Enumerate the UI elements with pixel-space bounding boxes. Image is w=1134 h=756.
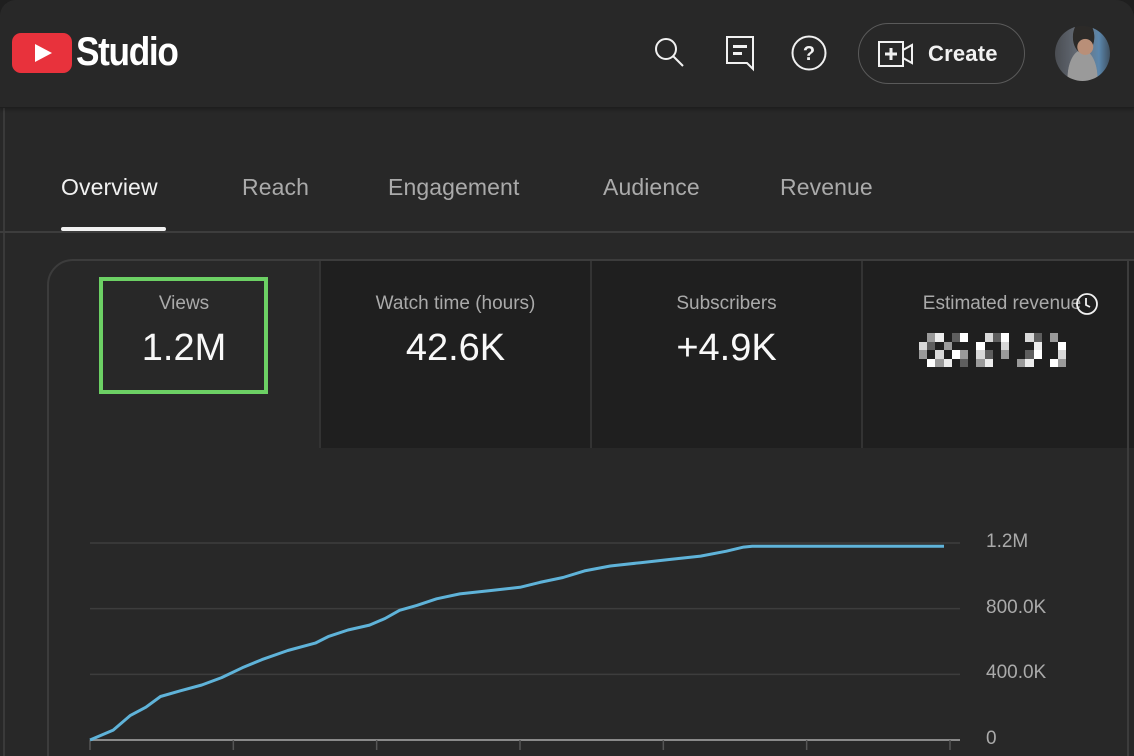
studio-logo[interactable]: Studio	[12, 30, 191, 75]
create-button[interactable]: Create	[858, 23, 1025, 84]
add-video-icon	[878, 40, 913, 67]
metric-value: +4.9K	[676, 327, 777, 369]
metric-subscribers[interactable]: Subscribers +4.9K	[590, 261, 861, 448]
metric-label: Views	[158, 293, 210, 314]
y-tick-label: 1.2M	[986, 531, 1029, 552]
y-tick-label: 400.0K	[986, 662, 1047, 684]
tab-revenue[interactable]: Revenue	[780, 174, 873, 200]
tab-engagement[interactable]: Engagement	[388, 174, 520, 200]
metric-watch-time[interactable]: Watch time (hours) 42.6K	[319, 261, 590, 448]
active-tab-indicator	[61, 227, 166, 231]
tab-reach[interactable]: Reach	[242, 174, 309, 200]
help-button[interactable]: ?	[789, 33, 829, 73]
search-icon	[655, 38, 684, 67]
svg-text:?: ?	[803, 43, 815, 65]
card-border	[1127, 259, 1129, 756]
create-label: Create	[928, 40, 998, 66]
logo-text: Studio	[76, 30, 179, 74]
avatar[interactable]	[1055, 26, 1110, 81]
metric-views[interactable]: Views 1.2M	[49, 261, 319, 448]
metric-label: Estimated revenue	[922, 293, 1082, 314]
tab-overview[interactable]: Overview	[61, 174, 158, 200]
help-icon: ?	[791, 35, 827, 71]
analytics-tabs: Overview Reach Engagement Audience Reven…	[0, 108, 1134, 233]
metric-estimated-revenue[interactable]: Estimated revenue	[861, 261, 1134, 448]
left-rail-divider	[3, 108, 5, 756]
search-button[interactable]	[650, 33, 690, 73]
metric-value: 42.6K	[405, 327, 506, 369]
y-tick-label: 0	[986, 728, 997, 749]
top-bar: Studio ?	[0, 0, 1134, 108]
feedback-button[interactable]	[719, 33, 759, 73]
tab-audience[interactable]: Audience	[603, 174, 700, 200]
redacted-revenue-value	[919, 333, 1067, 367]
feedback-icon	[726, 36, 754, 72]
metric-label: Subscribers	[676, 293, 777, 314]
metric-label: Watch time (hours)	[375, 293, 536, 314]
clock-icon[interactable]	[1075, 292, 1099, 316]
metric-value: 1.2M	[141, 327, 227, 369]
youtube-play-icon	[12, 32, 72, 73]
y-tick-label: 800.0K	[986, 596, 1047, 618]
